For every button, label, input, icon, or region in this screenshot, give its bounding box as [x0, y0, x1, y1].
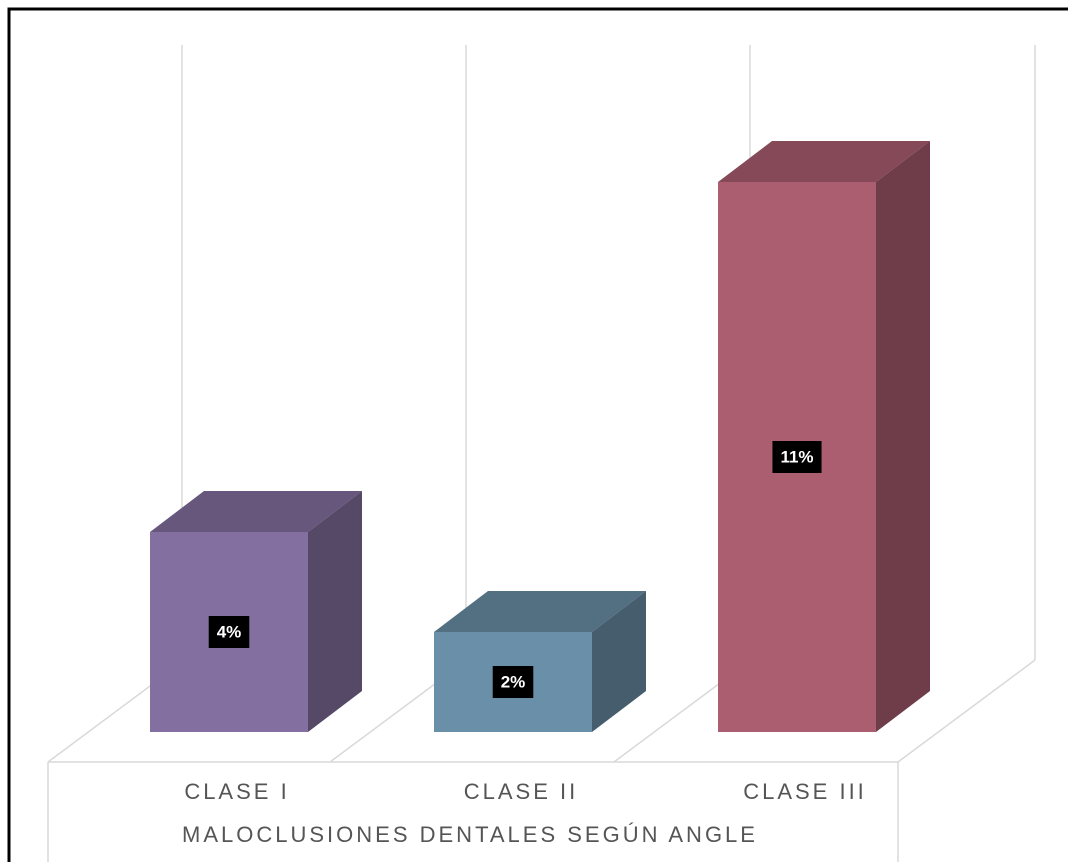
bar-top: [718, 141, 930, 182]
x-tick-label: CLASE II: [464, 779, 578, 804]
x-tick-label: CLASE I: [184, 779, 289, 804]
value-label: 2%: [501, 672, 526, 691]
value-label-box: [208, 616, 250, 648]
x-tick-label: CLASE III: [743, 779, 867, 804]
value-label: 11%: [780, 447, 813, 466]
x-axis-label: MALOCLUSIONES DENTALES SEGÚN ANGLE: [182, 822, 758, 847]
frame: [7, 7, 1068, 862]
value-label-box: [492, 666, 534, 698]
bar-top: [150, 491, 362, 532]
bar-side: [308, 491, 362, 732]
bar-side: [592, 591, 646, 732]
value-label-box: [772, 441, 822, 473]
bar-top: [434, 591, 646, 632]
bar-side: [876, 141, 930, 732]
value-label: 4%: [217, 622, 242, 641]
